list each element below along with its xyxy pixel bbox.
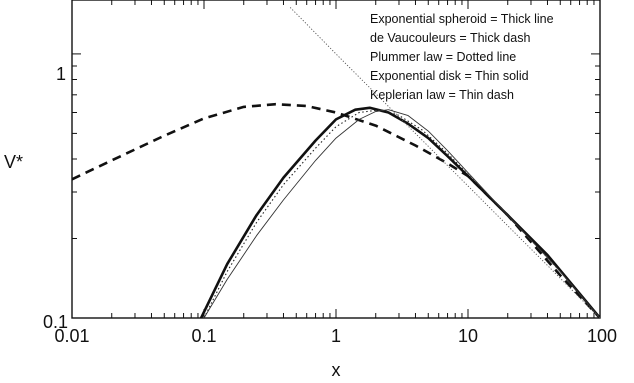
legend: Exponential spheroid = Thick line de Vau… xyxy=(370,12,554,102)
legend-entry-0: Exponential spheroid = Thick line xyxy=(370,12,554,26)
series-line-dotted xyxy=(203,109,600,318)
legend-entry-2: Plummer law = Dotted line xyxy=(370,50,516,64)
x-tick-label-3: 10 xyxy=(458,326,478,346)
legend-entry-4: Keplerian law = Thin dash xyxy=(370,88,514,102)
legend-entry-1: de Vaucouleurs = Thick dash xyxy=(370,31,530,45)
plot-frame xyxy=(71,0,601,319)
x-tick-label-0: 0.01 xyxy=(54,326,89,346)
x-tick-label-1: 0.1 xyxy=(191,326,216,346)
y-tick-label-1: 1 xyxy=(56,64,66,84)
ticks xyxy=(71,0,600,319)
x-tick-label-2: 1 xyxy=(331,326,341,346)
x-axis-title: x xyxy=(332,360,341,380)
series-line-thick-dash xyxy=(72,102,600,318)
series-layer xyxy=(72,7,600,318)
tick-labels: 0.01 0.1 1 10 100 0.1 1 xyxy=(43,64,617,346)
y-tick-label-0: 0.1 xyxy=(43,312,68,332)
series-line-thin-solid xyxy=(203,109,600,318)
y-axis-title: V* xyxy=(4,152,23,172)
legend-entry-3: Exponential disk = Thin solid xyxy=(370,69,529,83)
x-tick-label-4: 100 xyxy=(587,326,617,346)
